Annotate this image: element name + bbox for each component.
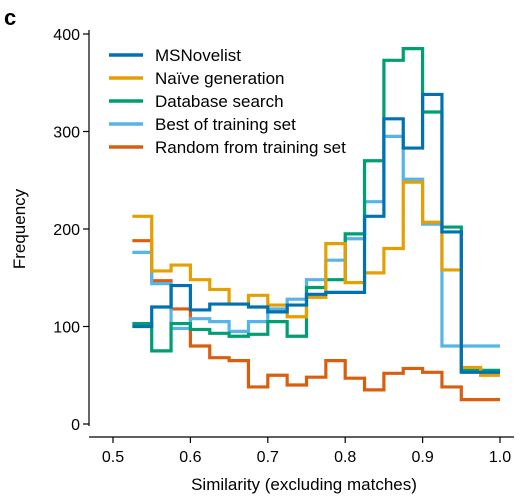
x-tick-label: 0.8 [334, 449, 356, 466]
x-tick-label: 1.0 [489, 449, 511, 466]
x-axis: 0.5 0.6 0.7 0.8 0.9 1.0 [89, 436, 514, 466]
series-na-ve-generation [132, 180, 500, 377]
legend-label-na-ve-generation: Naïve generation [155, 69, 284, 88]
y-tick-label: 300 [53, 125, 80, 142]
series-group [132, 47, 500, 402]
legend-label-random-from-training-set: Random from training set [155, 138, 346, 157]
y-tick-label: 400 [53, 27, 80, 44]
panel-label: c [4, 5, 16, 30]
series-msnovelist [132, 92, 500, 374]
legend-label-database-search: Database search [155, 92, 284, 111]
x-tick-label: 0.5 [102, 449, 124, 466]
y-axis: 0 100 200 300 400 [53, 27, 90, 434]
legend-label-msnovelist: MSNovelist [155, 46, 241, 65]
y-axis-label: Frequency [10, 188, 29, 269]
x-tick-label: 0.7 [257, 449, 279, 466]
y-tick-label: 200 [53, 222, 80, 239]
x-tick-label: 0.6 [179, 449, 201, 466]
y-tick-label: 100 [53, 320, 80, 337]
x-tick-label: 0.9 [411, 449, 433, 466]
series-random-from-training-set [132, 239, 500, 402]
legend-label-best-of-training-set: Best of training set [155, 115, 296, 134]
series-best-of-training-set [132, 134, 500, 348]
legend: MSNovelist Naïve generation Database searc… [109, 46, 346, 157]
y-tick-label: 0 [71, 417, 80, 434]
x-axis-label: Similarity (excluding matches) [191, 475, 417, 494]
